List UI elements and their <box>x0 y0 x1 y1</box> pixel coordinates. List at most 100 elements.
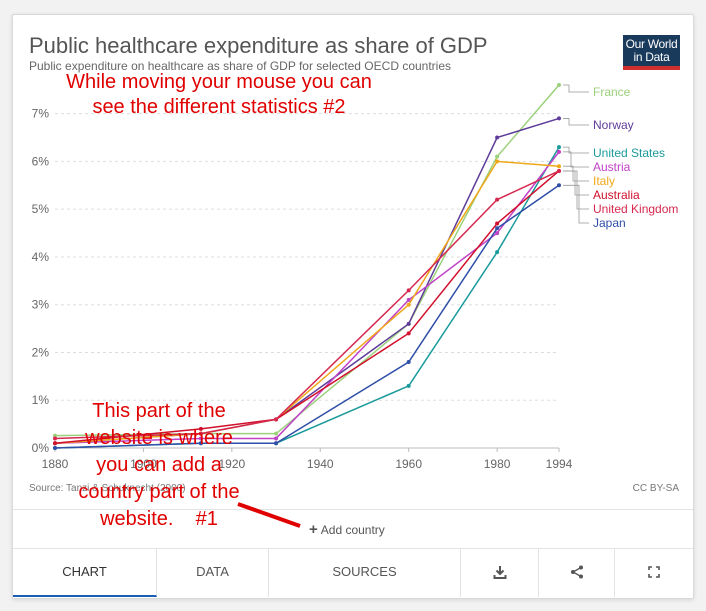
data-point <box>557 145 561 150</box>
data-point <box>406 360 411 365</box>
data-point <box>198 436 203 441</box>
legend-leader-line <box>563 184 589 224</box>
y-tick-label: 1% <box>32 393 50 407</box>
share-button[interactable] <box>539 549 615 597</box>
data-point <box>53 441 57 446</box>
legend-leader-line <box>563 84 589 93</box>
add-country-button[interactable]: + Add country <box>309 521 385 538</box>
footer-divider <box>13 509 693 510</box>
x-tick-label: 1960 <box>395 457 422 471</box>
data-point <box>53 436 57 441</box>
annotation-bottom-line-2: website is where <box>85 427 233 449</box>
data-point <box>274 417 279 422</box>
data-point <box>495 154 500 159</box>
data-point <box>198 431 203 436</box>
data-point <box>53 433 57 438</box>
y-tick-label: 3% <box>32 298 50 312</box>
owid-logo[interactable]: Our World in Data <box>623 35 680 70</box>
y-tick-label: 5% <box>32 202 50 216</box>
tab-data[interactable]: DATA <box>157 549 269 597</box>
y-tick-label: 7% <box>32 107 50 121</box>
data-point <box>406 383 411 388</box>
legend-label: Norway <box>593 118 634 132</box>
tab-sources[interactable]: SOURCES <box>269 549 461 597</box>
data-point <box>557 83 561 87</box>
x-tick-label: 1900 <box>130 457 157 471</box>
data-point <box>406 302 411 307</box>
data-point <box>198 441 203 446</box>
legend-label: Italy <box>593 174 615 188</box>
download-button[interactable] <box>461 549 539 597</box>
data-point <box>406 297 411 302</box>
data-point <box>557 164 561 169</box>
legend-leader-line <box>563 170 589 210</box>
data-point <box>274 436 279 441</box>
x-tick-label: 1920 <box>218 457 245 471</box>
data-point <box>495 250 500 255</box>
download-icon <box>493 566 506 580</box>
y-tick-label: 0% <box>32 441 50 455</box>
legend-label: United States <box>593 146 665 160</box>
fullscreen-icon <box>648 566 660 578</box>
data-point <box>495 221 500 226</box>
line-chart[interactable]: 0% 1% 2% 3% 4% 5% 6% 7% 1880 1900 1920 1940 1960 1980… <box>13 15 693 509</box>
logo-line-1: Our World <box>625 37 678 51</box>
data-point <box>406 321 411 326</box>
x-tick-label: 1980 <box>484 457 511 471</box>
annotation-bottom-line-1: This part of the <box>92 400 226 422</box>
annotation-top-line-2: see the different statistics #2 <box>92 96 346 118</box>
legend-leader-line <box>563 118 589 126</box>
legend-label: France <box>593 85 631 99</box>
data-point <box>406 288 411 293</box>
legend-leader-line <box>563 165 589 182</box>
chart-card: Public healthcare expenditure as share o… <box>12 14 694 599</box>
license-label[interactable]: CC BY-SA <box>632 483 679 494</box>
annotation-arrow-line <box>237 502 301 528</box>
data-point <box>495 159 500 164</box>
logo-line-2: in Data <box>633 50 670 64</box>
y-tick-label: 6% <box>32 154 50 168</box>
annotation-top-line-1: While moving your mouse you can <box>66 71 372 93</box>
data-point <box>557 116 561 121</box>
legend-label: United Kingdom <box>593 202 678 216</box>
x-tick-label: 1880 <box>42 457 69 471</box>
series-line <box>54 151 560 444</box>
data-point <box>495 197 500 202</box>
data-point <box>495 226 500 231</box>
annotation-top: While moving your mouse you can see the … <box>44 70 394 120</box>
chart-title: Public healthcare expenditure as share o… <box>29 33 488 58</box>
chart-subtitle: Public expenditure on healthcare as shar… <box>29 59 452 73</box>
tab-chart[interactable]: CHART <box>13 549 157 597</box>
add-country-label: Add country <box>320 523 385 537</box>
series-line <box>54 184 560 449</box>
data-point <box>557 183 561 188</box>
x-tick-label: 1940 <box>307 457 334 471</box>
legend-label: Australia <box>593 188 640 202</box>
data-point <box>495 135 500 140</box>
share-icon <box>570 565 583 579</box>
annotation-bottom: This part of the website is where you ca… <box>48 398 270 533</box>
fullscreen-button[interactable] <box>615 549 693 597</box>
annotation-bottom-line-5: website. #1 <box>100 508 218 530</box>
source-note[interactable]: Source: Tanzi & Schuknecht (2000) <box>29 483 186 494</box>
data-point <box>495 231 500 236</box>
data-point <box>274 431 279 436</box>
data-point <box>53 446 57 450</box>
series-line <box>54 170 560 440</box>
plus-icon: + <box>309 521 318 538</box>
data-point <box>198 426 203 431</box>
data-point <box>557 149 561 154</box>
y-tick-label: 4% <box>32 250 50 264</box>
legend-leader-line <box>563 146 589 154</box>
series-line <box>54 160 560 444</box>
legend-label: Japan <box>593 216 626 230</box>
annotation-bottom-line-4: country part of the <box>78 481 240 503</box>
y-tick-label: 2% <box>32 345 50 359</box>
legend-label: Austria <box>593 160 631 174</box>
data-point <box>274 441 279 446</box>
tab-bar: CHART DATA SOURCES <box>13 548 693 598</box>
annotation-bottom-line-3: you can add a <box>96 454 222 476</box>
data-point <box>557 168 561 173</box>
series-line <box>54 170 560 444</box>
